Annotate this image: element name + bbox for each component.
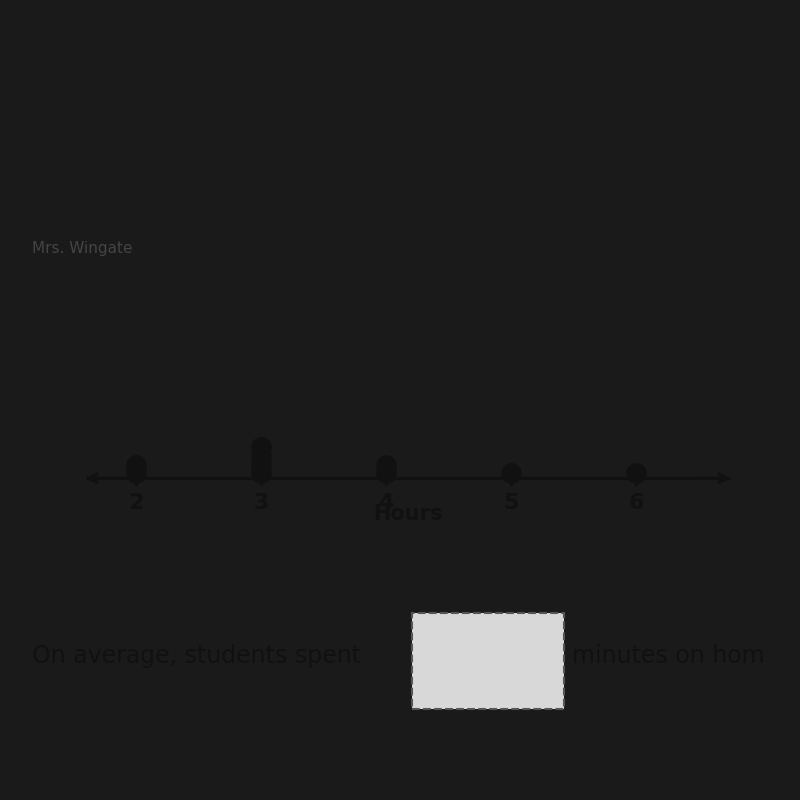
- Point: [254, 441, 267, 454]
- Text: On average, students spent: On average, students spent: [32, 644, 361, 668]
- Text: 3: 3: [254, 494, 269, 514]
- Point: [630, 467, 642, 480]
- Point: [254, 458, 267, 471]
- Text: minutes on hom: minutes on hom: [572, 644, 765, 668]
- Point: [380, 458, 393, 471]
- Point: [130, 458, 142, 471]
- Point: [254, 467, 267, 480]
- Text: Mrs. Wingate: Mrs. Wingate: [32, 241, 133, 256]
- Text: 5: 5: [503, 494, 518, 514]
- Point: [130, 467, 142, 480]
- Point: [254, 450, 267, 462]
- Point: [505, 467, 518, 480]
- Text: 2: 2: [129, 494, 144, 514]
- Bar: [412, 613, 564, 709]
- Text: 4: 4: [378, 494, 394, 514]
- Text: Hours: Hours: [374, 504, 442, 524]
- Point: [380, 467, 393, 480]
- Text: 6: 6: [628, 494, 644, 514]
